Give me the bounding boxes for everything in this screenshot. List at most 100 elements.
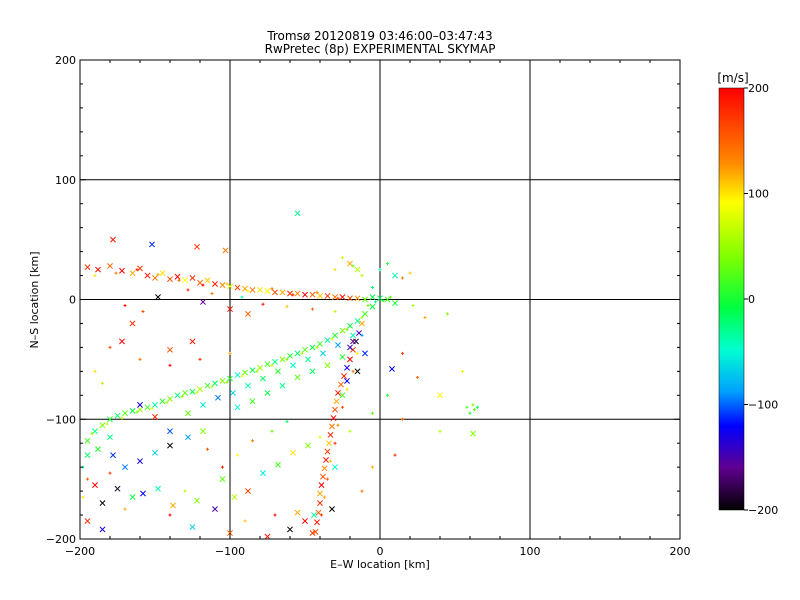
data-point-plus	[228, 351, 232, 355]
data-point-cross	[174, 273, 181, 280]
data-point-cross	[182, 277, 188, 284]
data-point-cross	[338, 381, 344, 388]
data-point-plus	[416, 375, 419, 379]
data-point-plus	[201, 283, 205, 287]
data-point-plus	[381, 299, 385, 303]
x-axis: −200 −100 0 100 200	[65, 60, 691, 558]
data-point-cross	[369, 294, 376, 301]
data-point-cross	[122, 410, 128, 417]
data-point-plus	[315, 290, 319, 294]
data-point-plus	[471, 403, 475, 407]
data-point-cross	[242, 285, 248, 292]
data-point-cross	[212, 280, 218, 287]
data-point-plus	[345, 387, 349, 391]
data-point-cross	[275, 461, 281, 468]
data-point-cross	[323, 457, 329, 463]
data-point-plus	[411, 303, 415, 307]
data-point-cross	[231, 494, 238, 501]
data-point-plus	[186, 288, 190, 292]
x-tick-label: 100	[520, 545, 541, 558]
data-point-plus	[461, 369, 464, 373]
colorbar-ticks: 200 100 0 −100 −200	[744, 82, 778, 517]
data-point-cross	[155, 485, 161, 492]
x-tick-label: −200	[65, 545, 95, 558]
data-point-plus	[168, 363, 172, 367]
data-point-cross	[174, 392, 181, 399]
data-point-plus	[333, 268, 337, 272]
data-point-cross	[144, 404, 151, 411]
data-point-cross	[287, 526, 293, 533]
data-point-plus	[210, 292, 214, 296]
data-point-cross	[287, 352, 293, 359]
data-point-cross	[362, 296, 368, 303]
colorbar: [m/s] 200 100 0 −100 −200	[717, 71, 778, 517]
data-point-plus	[270, 429, 274, 433]
data-point-cross	[326, 440, 332, 447]
data-point-cross	[264, 533, 271, 540]
data-point-cross	[317, 490, 323, 497]
data-point-cross	[287, 290, 293, 297]
data-point-cross	[92, 428, 98, 435]
data-point-cross	[294, 509, 301, 516]
data-point-plus	[360, 333, 364, 337]
data-point-plus	[285, 305, 289, 309]
data-point-cross	[129, 320, 136, 327]
y-axis-label: N–S location [km]	[28, 251, 41, 348]
data-point-cross	[152, 401, 158, 408]
data-point-plus	[329, 459, 332, 463]
data-point-cross	[227, 375, 233, 382]
data-point-cross	[212, 506, 218, 513]
data-point-cross	[359, 320, 365, 327]
data-point-plus	[114, 271, 118, 275]
data-point-cross	[95, 266, 101, 273]
data-point-plus	[270, 363, 274, 367]
data-point-cross	[204, 382, 211, 389]
x-tick-label: 200	[670, 545, 691, 558]
data-point-plus	[210, 385, 214, 389]
data-point-plus	[225, 282, 229, 286]
data-point-cross	[159, 398, 166, 405]
data-point-cross	[309, 530, 316, 536]
data-point-plus	[360, 489, 364, 493]
data-point-cross	[347, 322, 353, 329]
data-point-cross	[350, 338, 356, 345]
chart-subtitle: RwPretec (8p) EXPERIMENTAL SKYMAP	[265, 42, 496, 56]
data-point-cross	[272, 289, 278, 296]
data-point-cross	[194, 243, 200, 250]
data-point-cross	[384, 296, 391, 303]
data-point-plus	[86, 477, 89, 481]
data-point-cross	[321, 465, 328, 472]
data-point-cross	[354, 368, 361, 375]
data-point-cross	[290, 362, 296, 369]
colorbar-tick-label: −100	[748, 399, 778, 412]
data-point-plus	[285, 357, 289, 361]
data-point-cross	[324, 337, 331, 344]
data-point-plus	[333, 441, 337, 445]
data-point-cross	[314, 519, 320, 526]
data-point-plus	[123, 507, 127, 511]
data-point-plus	[351, 264, 355, 268]
data-point-plus	[270, 287, 274, 291]
data-point-cross	[189, 524, 196, 530]
data-point-cross	[249, 398, 256, 405]
grid-lines	[80, 60, 680, 539]
data-point-plus	[246, 289, 250, 293]
data-point-plus	[120, 416, 124, 420]
data-point-cross	[324, 362, 331, 369]
data-point-plus	[401, 276, 404, 280]
data-point-cross	[119, 338, 125, 345]
data-point-plus	[371, 286, 374, 290]
data-point-cross	[204, 277, 211, 284]
x-tick-label: −100	[215, 545, 245, 558]
data-point-cross	[245, 488, 251, 495]
data-point-plus	[141, 309, 145, 313]
data-point-cross	[332, 332, 338, 339]
data-point-cross	[339, 327, 346, 334]
data-point-plus	[360, 315, 364, 319]
data-point-cross	[227, 306, 233, 313]
data-point-plus	[401, 351, 404, 355]
data-point-plus	[318, 435, 322, 439]
data-point-cross	[260, 375, 266, 382]
data-points	[81, 210, 479, 540]
